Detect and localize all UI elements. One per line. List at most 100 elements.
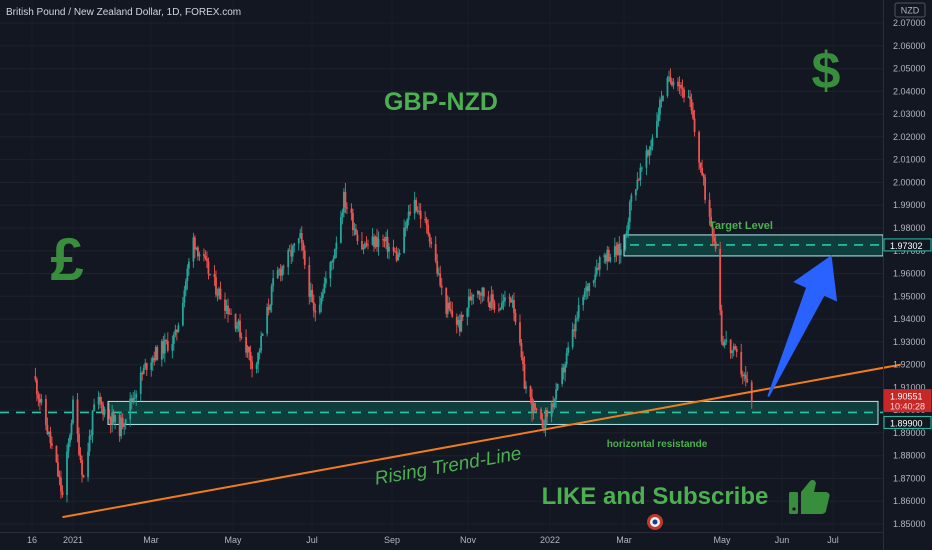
candle-body <box>60 477 62 492</box>
candle-body <box>166 341 169 351</box>
candle-body <box>297 238 300 244</box>
candle-body <box>416 210 419 212</box>
price-tick-label: 1.95000 <box>893 291 926 301</box>
candle-body <box>215 277 217 295</box>
candle-body <box>520 343 523 358</box>
candle-body <box>184 281 187 291</box>
candle-body <box>668 76 670 78</box>
price-tick-label: 1.86000 <box>893 496 926 506</box>
candle-body <box>333 249 336 259</box>
candle-body <box>323 283 326 294</box>
candle-body <box>681 88 684 90</box>
price-tick-label: 2.01000 <box>893 155 926 165</box>
candle-body <box>216 294 219 296</box>
candle-body <box>341 212 344 217</box>
candle-body <box>457 319 460 325</box>
candle-body <box>552 403 554 408</box>
candle-body <box>308 265 311 297</box>
candle-body <box>498 309 500 311</box>
candle-body <box>394 251 396 253</box>
candle-body <box>388 246 390 252</box>
overlays <box>62 255 901 519</box>
candle-body <box>702 174 705 178</box>
candle-body <box>571 329 574 348</box>
candle-body <box>609 257 612 262</box>
price-tick-label: 2.04000 <box>893 86 926 96</box>
candle-body <box>45 398 47 425</box>
candle-body <box>415 199 418 211</box>
candle-body <box>51 443 53 446</box>
candle-body <box>413 199 416 214</box>
candle-body <box>630 195 633 202</box>
projection-arrow <box>767 255 838 397</box>
candle-body <box>586 286 589 292</box>
price-tick-label: 1.87000 <box>893 473 926 483</box>
candle-body <box>470 296 473 301</box>
candle-body <box>181 302 184 326</box>
candle-body <box>404 227 407 229</box>
candle-body <box>567 347 570 353</box>
candle-body <box>616 244 619 255</box>
candle-body <box>534 402 536 410</box>
candle-body <box>88 435 91 452</box>
candle-body <box>531 397 533 414</box>
currency-badge <box>894 2 926 18</box>
chart-title: British Pound / New Zealand Dollar, 1D, … <box>6 7 241 18</box>
candle-body <box>90 435 92 437</box>
candle-body <box>66 451 68 496</box>
candles <box>34 68 753 503</box>
candle-body <box>651 137 654 147</box>
price-tick-label: 1.94000 <box>893 314 926 324</box>
time-tick-label: May <box>713 535 731 545</box>
candle-body <box>491 294 494 303</box>
candle-body <box>346 207 348 209</box>
candle-body <box>624 234 627 250</box>
candle-body <box>541 419 544 429</box>
support-price-tag: 1.89900 <box>883 415 932 429</box>
candle-body <box>436 260 439 274</box>
candle-body <box>321 293 324 298</box>
candle-body <box>448 302 451 310</box>
candle-body <box>303 250 306 266</box>
candle-body <box>160 341 163 360</box>
candle-body <box>183 290 186 303</box>
candle-body <box>725 339 728 342</box>
candle-body <box>460 314 463 332</box>
candle-body <box>419 210 422 219</box>
candle-body <box>669 76 672 82</box>
candle-body <box>672 81 675 86</box>
candle-body <box>734 346 737 349</box>
time-tick-label: Mar <box>143 535 159 545</box>
price-tick-label: 1.88000 <box>893 451 926 461</box>
candle-body <box>48 431 50 435</box>
candle-body <box>203 254 205 256</box>
currency-label: NZD <box>901 6 920 16</box>
candle-body <box>543 427 545 429</box>
candle-body <box>544 409 547 428</box>
candle-body <box>257 352 260 365</box>
candle-body <box>150 362 153 370</box>
candle-body <box>300 233 303 243</box>
candle-body <box>720 310 723 342</box>
candle-body <box>97 396 100 405</box>
candle-body <box>69 435 71 443</box>
candle-body <box>251 361 253 369</box>
candle-body <box>118 415 121 437</box>
candle-body <box>371 236 374 245</box>
support-price-tag-text: 1.89900 <box>890 418 923 428</box>
candle-body <box>255 364 258 369</box>
candle-body <box>237 320 240 326</box>
candle-body <box>625 230 628 235</box>
candle-body <box>710 216 713 227</box>
candle-body <box>246 346 249 353</box>
candle-body <box>234 313 237 329</box>
candle-body <box>129 398 132 420</box>
candle-body <box>514 312 517 323</box>
price-tick-label: 1.89000 <box>893 428 926 438</box>
candle-body <box>704 177 706 200</box>
candle-body <box>592 280 595 283</box>
candle-body <box>398 252 401 255</box>
candle-body <box>130 398 133 402</box>
candle-body <box>555 389 558 400</box>
candle-body <box>245 336 247 353</box>
